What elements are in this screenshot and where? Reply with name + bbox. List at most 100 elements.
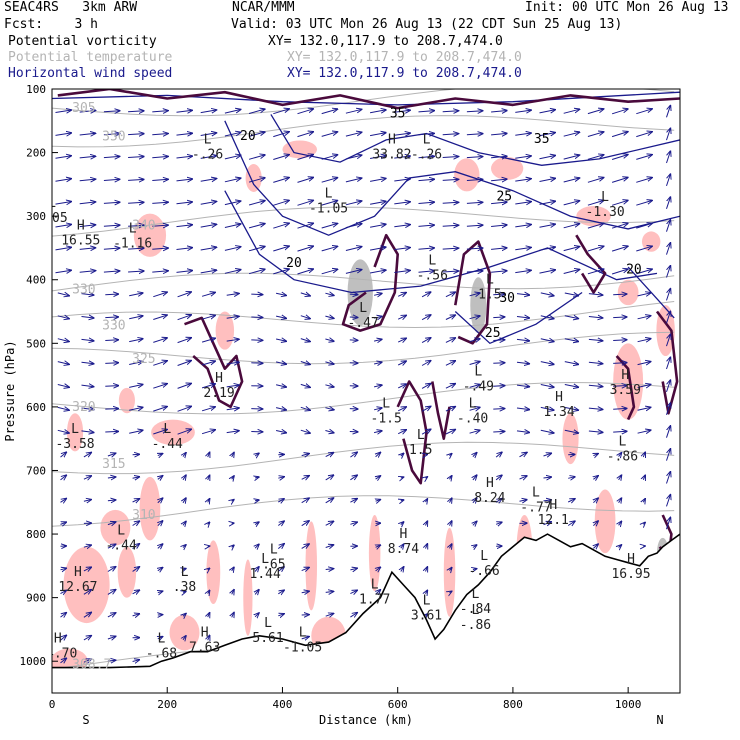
- wind-vector: [442, 202, 459, 203]
- wind-vector: [567, 521, 575, 526]
- wind-vector: [636, 246, 652, 252]
- wind-vector: [132, 521, 140, 526]
- wind-vector: [275, 316, 286, 318]
- pv-shading: [576, 205, 611, 227]
- wind-vector: [636, 109, 652, 115]
- wind-vector: [55, 202, 72, 205]
- wind-vector: [176, 133, 193, 135]
- wind-vector: [666, 220, 671, 232]
- wind-vector: [442, 134, 459, 135]
- wind-vector: [153, 361, 167, 366]
- wind-vector: [152, 225, 168, 226]
- wind-vector: [519, 452, 528, 457]
- wind-vector: [593, 498, 598, 503]
- wind-vector: [473, 453, 477, 457]
- wind-vector: [539, 224, 556, 227]
- wind-vector: [401, 522, 404, 525]
- extremum-type: L: [264, 616, 272, 631]
- wind-vector: [466, 134, 483, 135]
- wind-vector: [301, 454, 310, 456]
- wind-vector: [345, 178, 362, 183]
- wind-vector: [450, 454, 452, 456]
- wind-vector: [176, 202, 193, 204]
- x-tick-label: 200: [157, 698, 177, 711]
- extremum-value: -3.58: [55, 437, 94, 452]
- wind-vector: [370, 247, 386, 250]
- extremum-value: -.49: [463, 380, 494, 395]
- wind-vector: [132, 499, 140, 502]
- wind-vector: [637, 339, 651, 342]
- wind-vector: [540, 293, 554, 296]
- wind-vector: [158, 591, 163, 593]
- theta-contour-label: 340: [132, 219, 155, 234]
- wind-vector: [232, 500, 234, 502]
- wind-vector: [81, 294, 95, 296]
- init-time: Init: 00 UTC Mon 26 Aug 13: [525, 0, 729, 15]
- wind-vector: [666, 357, 671, 370]
- wind-vector: [539, 178, 556, 181]
- pv-shading: [139, 476, 161, 541]
- wind-vector: [588, 408, 603, 409]
- extremum-type: L: [618, 435, 626, 450]
- wind-vector: [666, 174, 671, 187]
- wind-vector: [619, 475, 622, 480]
- theta-contour-label: 330: [72, 282, 95, 297]
- wind-vector: [153, 338, 167, 343]
- wind-vector: [516, 431, 530, 433]
- extremum-value: -.05: [36, 211, 67, 226]
- extremum-value: -.40: [457, 411, 488, 426]
- wind-vector: [255, 590, 259, 595]
- terrain-mask: [52, 534, 680, 693]
- wind-vector: [373, 316, 382, 318]
- wind-vector: [107, 636, 116, 639]
- wind-vector: [643, 499, 645, 503]
- wind-vector: [81, 408, 95, 410]
- wind-vector: [57, 407, 70, 410]
- wind-vector: [158, 567, 163, 570]
- wind-vector: [325, 475, 334, 481]
- wind-vector: [666, 243, 671, 255]
- wind-vector: [563, 269, 580, 274]
- wind-vector: [540, 316, 554, 319]
- wind-vector: [55, 156, 72, 159]
- wind-vector: [129, 293, 143, 296]
- wind-vector: [57, 293, 70, 296]
- wind-vector: [301, 567, 310, 570]
- wind-vector: [83, 500, 92, 502]
- wind-vector: [587, 246, 604, 252]
- wind-vector: [201, 361, 215, 366]
- wind-vector: [611, 132, 628, 138]
- wind-vector: [107, 613, 116, 617]
- wind-vector: [325, 339, 334, 341]
- wind-speed-label: 25: [496, 189, 512, 204]
- extremum-value: -.44: [152, 437, 183, 452]
- wind-vector: [450, 591, 452, 592]
- wind-vector: [587, 132, 604, 137]
- wind-vector: [208, 522, 210, 524]
- wind-vector: [426, 544, 428, 549]
- wind-vector: [643, 475, 645, 480]
- wind-vector: [79, 271, 96, 273]
- field-wind-xy: XY= 132.0,117.9 to 208.7,474.0: [287, 66, 522, 81]
- wind-vector: [397, 361, 406, 365]
- wind-vector: [248, 178, 265, 183]
- wind-vector: [397, 292, 406, 296]
- wind-vector: [79, 133, 96, 135]
- extremum-type: L: [71, 422, 79, 437]
- wind-vector: [226, 316, 240, 318]
- wind-vector: [297, 223, 314, 229]
- wind-vector: [321, 269, 338, 275]
- wind-vector: [593, 544, 598, 549]
- wind-vector: [666, 472, 671, 484]
- wind-vector: [300, 430, 311, 433]
- extremum-value: 7.63: [189, 640, 220, 655]
- extremum-type: L: [423, 133, 431, 148]
- wind-vector: [128, 179, 144, 180]
- wind-vector: [493, 409, 505, 410]
- wind-vector: [273, 200, 289, 206]
- extremum-value: 5.61: [252, 631, 283, 646]
- wind-vector: [345, 201, 362, 206]
- wind-vector: [176, 110, 193, 112]
- wind-vector: [394, 179, 410, 181]
- wind-vector: [232, 567, 234, 571]
